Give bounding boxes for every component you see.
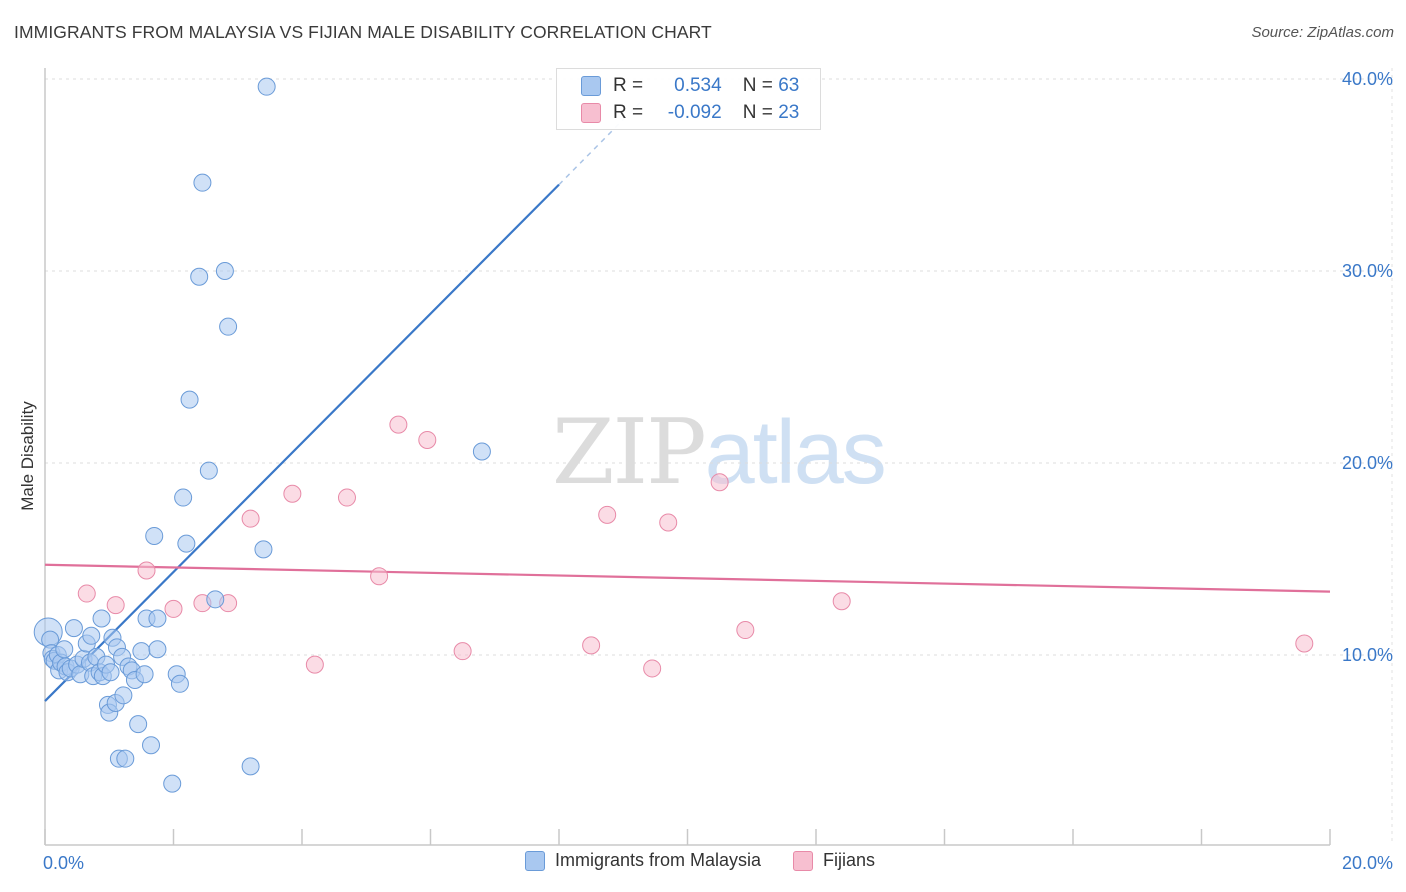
point-malaysia <box>190 267 209 286</box>
legend-r-value-fijian: -0.092 <box>667 102 722 123</box>
legend-n-value-fijian: 23 <box>778 102 800 123</box>
bottom-legend-swatch-malaysia <box>525 850 545 871</box>
bottom-legend-swatch-fijian <box>793 850 814 871</box>
trend-line-malaysia <box>44 183 560 702</box>
point-fijian <box>164 599 183 618</box>
point-malaysia <box>129 715 148 734</box>
point-malaysia <box>257 77 276 96</box>
point-malaysia <box>472 442 491 461</box>
grid-lines <box>45 68 1393 845</box>
point-fijian <box>659 513 678 532</box>
y-tick-label: 30.0% <box>1342 261 1393 281</box>
legend-n-value-malaysia: 63 <box>778 75 800 96</box>
trend-line-fijian <box>44 563 1331 593</box>
legend-n-label-malaysia: N = <box>742 75 773 96</box>
bottom-legend-malaysia[interactable]: Immigrants from Malaysia <box>525 850 761 871</box>
point-fijian <box>137 561 156 580</box>
trend-lines <box>44 99 1331 702</box>
point-fijian <box>106 596 125 615</box>
bottom-legend-label-fijian: Fijians <box>823 850 876 870</box>
point-fijian <box>370 567 389 586</box>
axes <box>44 68 1331 846</box>
point-fijian <box>1295 634 1314 653</box>
point-malaysia <box>55 640 74 659</box>
point-malaysia <box>254 540 273 559</box>
point-malaysia <box>114 686 133 705</box>
point-fijian <box>389 415 408 434</box>
point-malaysia <box>199 461 218 480</box>
point-fijian <box>453 642 472 661</box>
point-malaysia <box>206 590 225 609</box>
source-credit: Source: ZipAtlas.com <box>1251 24 1394 41</box>
point-fijian <box>305 655 324 674</box>
point-malaysia <box>135 665 154 684</box>
point-malaysia <box>148 640 167 659</box>
point-malaysia <box>101 663 120 682</box>
point-fijian <box>832 592 851 611</box>
point-malaysia <box>64 619 83 638</box>
point-fijian <box>643 659 662 678</box>
fijian-points <box>77 415 1314 678</box>
y-tick-label: 40.0% <box>1342 69 1393 89</box>
bottom-legend-label-malaysia: Immigrants from Malaysia <box>555 850 762 870</box>
point-malaysia <box>177 534 196 553</box>
point-fijian <box>77 584 96 603</box>
point-malaysia <box>170 674 189 693</box>
point-malaysia <box>180 390 199 409</box>
y-axis-label: Male Disability <box>18 401 37 511</box>
point-fijian <box>710 473 729 492</box>
point-fijian <box>241 509 260 528</box>
legend-row-malaysia: R = 0.534 N = 63 <box>581 74 799 98</box>
x-tick-label: 20.0% <box>1342 853 1393 873</box>
point-malaysia <box>163 774 182 793</box>
legend-swatch-malaysia <box>581 76 601 96</box>
legend-r-value-malaysia: 0.534 <box>674 75 722 96</box>
point-malaysia <box>193 173 212 192</box>
point-malaysia <box>82 626 101 645</box>
legend-r-label-malaysia: R = <box>613 75 644 96</box>
point-malaysia <box>145 526 164 545</box>
point-malaysia <box>241 757 260 776</box>
malaysia-points <box>33 77 491 793</box>
point-fijian <box>582 636 601 655</box>
point-malaysia <box>116 749 135 768</box>
point-fijian <box>337 488 356 507</box>
bottom-legend: Immigrants from Malaysia Fijians <box>525 850 907 871</box>
legend-n-label-fijian: N = <box>742 102 773 123</box>
point-malaysia <box>142 736 161 755</box>
y-tick-label: 20.0% <box>1342 453 1393 473</box>
point-fijian <box>736 621 755 640</box>
point-fijian <box>418 430 437 449</box>
legend-swatch-fijian <box>581 103 601 123</box>
point-fijian <box>598 505 617 524</box>
point-malaysia <box>174 488 193 507</box>
point-malaysia <box>132 642 151 661</box>
point-malaysia <box>92 609 111 628</box>
y-tick-label: 10.0% <box>1342 645 1393 665</box>
x-tick-label: 0.0% <box>43 853 84 873</box>
legend-row-fijian: R = -0.092 N = 23 <box>581 101 799 125</box>
legend-r-label-fijian: R = <box>613 102 644 123</box>
point-malaysia <box>148 609 167 628</box>
point-fijian <box>283 484 302 503</box>
point-malaysia <box>215 262 234 280</box>
tick-labels: 10.0% 20.0% 30.0% 40.0% 0.0% 20.0% <box>43 69 1393 873</box>
correlation-legend: R = 0.534 N = 63 R = -0.092 N = 23 <box>556 68 821 130</box>
bottom-legend-fijian[interactable]: Fijians <box>793 850 875 871</box>
point-malaysia <box>219 317 238 336</box>
chart-title: IMMIGRANTS FROM MALAYSIA VS FIJIAN MALE … <box>14 22 712 42</box>
